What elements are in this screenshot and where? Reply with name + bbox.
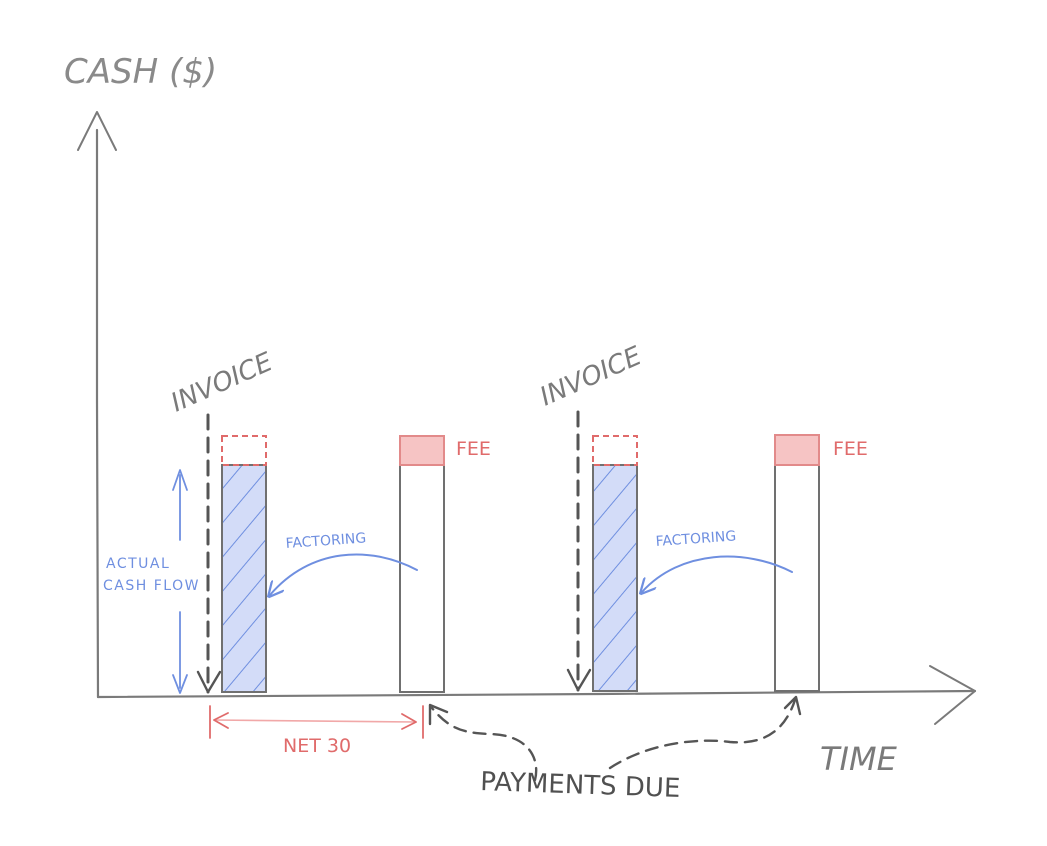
net-30-span <box>209 705 424 739</box>
y-axis <box>77 111 117 699</box>
invoice-bar-2 <box>774 464 820 692</box>
factoring-arrow-2 <box>642 555 793 592</box>
invoice-bar-1 <box>399 464 445 693</box>
fee-dashed-box-2 <box>592 435 638 466</box>
net-30-label: NET 30 <box>283 735 351 757</box>
fee-label-2: FEE <box>833 438 868 460</box>
factored-bar-1 <box>221 464 267 693</box>
bracket-arrow-down <box>172 674 188 694</box>
fee-dashed-box-1 <box>221 435 267 466</box>
payments-due-arrow-right <box>608 698 797 770</box>
bracket-arrow-up <box>172 469 188 491</box>
fee-label-1: FEE <box>456 438 491 460</box>
y-axis-label: CASH ($) <box>64 52 217 92</box>
invoice-label-2: INVOICE <box>536 341 647 412</box>
payments-due-arrowhead-right <box>783 695 802 716</box>
actual-cash-flow-label-line1: ACTUAL <box>106 556 170 572</box>
factoring-label-1: FACTORING <box>285 530 367 552</box>
invoice-arrowhead-2 <box>566 668 592 692</box>
x-axis-label: TIME <box>820 740 898 778</box>
payments-due-arrow-left <box>430 706 538 782</box>
factoring-label-2: FACTORING <box>655 528 737 550</box>
fee-box-1 <box>399 435 445 466</box>
factored-bar-2 <box>592 464 638 692</box>
payments-due-arrowhead-left <box>428 703 449 726</box>
invoice-arrowhead-1 <box>196 670 222 694</box>
x-axis <box>96 665 977 725</box>
payments-due-label: PAYMENTS DUE <box>480 767 681 804</box>
invoice-label-1: INVOICE <box>167 347 278 418</box>
factoring-arrow-1 <box>270 553 418 595</box>
fee-box-2 <box>774 434 820 466</box>
actual-cash-flow-label-line2: CASH FLOW <box>103 578 200 594</box>
